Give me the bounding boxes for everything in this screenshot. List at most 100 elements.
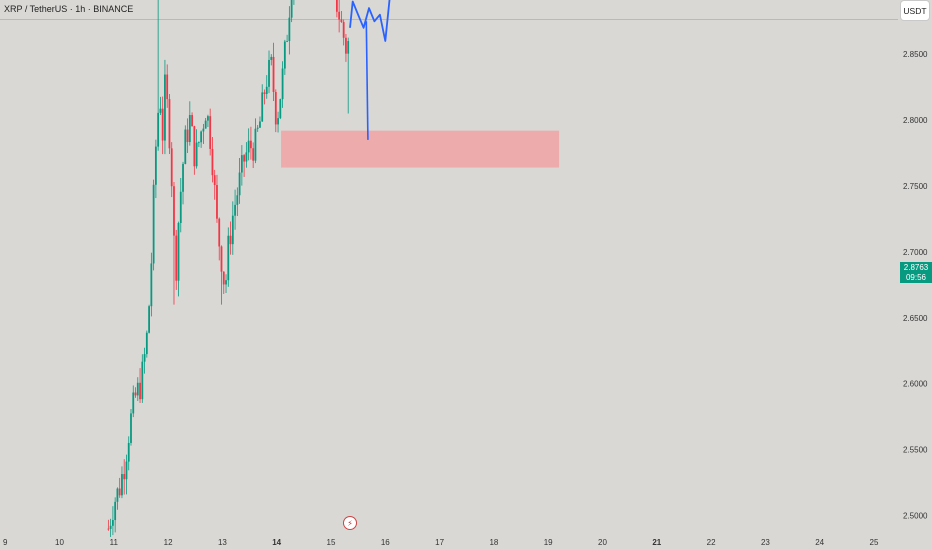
candle-body xyxy=(193,126,196,167)
candle-body xyxy=(236,195,239,205)
candle-body xyxy=(252,148,255,161)
candle-body xyxy=(238,172,241,196)
candle-body xyxy=(166,74,169,100)
current-price-value: 2.8763 xyxy=(903,263,929,272)
bar-countdown: 09:56 xyxy=(905,273,927,282)
currency-button[interactable]: USDT xyxy=(901,1,929,20)
candle-body xyxy=(127,442,130,462)
x-axis-tick-label: 9 xyxy=(3,538,8,547)
x-axis-tick-label: 22 xyxy=(707,538,716,547)
candle-body xyxy=(234,204,236,216)
candle-body xyxy=(175,235,178,281)
y-axis-tick-label: 2.6500 xyxy=(903,314,928,323)
x-axis-tick-label: 19 xyxy=(544,538,553,547)
x-axis-tick-label: 20 xyxy=(598,538,607,547)
candle-body xyxy=(218,218,221,247)
candle-body xyxy=(342,22,345,38)
y-axis-tick-label: 2.7000 xyxy=(903,248,928,257)
candle-body xyxy=(204,120,207,129)
symbol-title[interactable]: XRP / TetherUS · 1h · BINANCE xyxy=(4,4,134,14)
candle-body xyxy=(254,128,257,161)
candle-body xyxy=(261,92,264,122)
candle-body xyxy=(182,163,184,192)
candle-body xyxy=(243,155,246,162)
x-axis-tick-label: 18 xyxy=(489,538,498,547)
candle-body xyxy=(225,280,227,285)
candle-body xyxy=(340,19,343,23)
x-axis-tick-label: 15 xyxy=(327,538,336,547)
candle-body xyxy=(286,40,289,42)
candle-body xyxy=(265,86,268,94)
candle-body xyxy=(200,131,203,143)
lightning-icon[interactable]: ⚡ xyxy=(344,517,356,529)
y-axis-tick-label: 2.5000 xyxy=(903,512,928,521)
support-zone[interactable] xyxy=(281,130,560,168)
candle-body xyxy=(170,148,173,187)
x-axis-tick-label: 12 xyxy=(164,538,173,547)
x-axis-tick-label: 24 xyxy=(815,538,824,547)
candle-body xyxy=(141,361,144,400)
candle-body xyxy=(216,185,218,219)
y-axis-tick-label: 2.6000 xyxy=(903,380,928,389)
candle-body xyxy=(347,41,350,54)
candle-body xyxy=(268,59,270,87)
candle-body xyxy=(245,152,248,162)
x-axis-tick-label: 11 xyxy=(110,538,119,547)
projection-line xyxy=(349,0,391,42)
x-axis-tick-label: 21 xyxy=(652,538,661,547)
candle-body xyxy=(277,118,279,125)
x-axis-tick-label: 25 xyxy=(870,538,879,547)
x-axis-tick-label: 13 xyxy=(218,538,227,547)
current-price-tag: 2.8763 09:56 xyxy=(900,262,932,283)
candle-body xyxy=(123,474,126,480)
projection-spike xyxy=(365,21,369,140)
candle-body xyxy=(148,306,150,333)
candle-body xyxy=(272,56,275,92)
candle-body xyxy=(345,37,347,54)
candle-body xyxy=(288,17,291,41)
candle-body xyxy=(179,191,182,224)
candle-body xyxy=(168,99,171,149)
candle-body xyxy=(161,108,164,141)
candle-body xyxy=(209,116,212,149)
candle-body xyxy=(111,520,114,526)
candle-body xyxy=(152,184,155,264)
candle-body xyxy=(240,155,243,173)
candle-body xyxy=(283,41,286,69)
candle-body xyxy=(109,525,112,529)
x-axis-tick-label: 14 xyxy=(272,538,281,547)
candle-body xyxy=(150,263,153,307)
candle-body xyxy=(247,140,250,153)
candle-body xyxy=(139,382,141,400)
candle-body xyxy=(259,121,261,128)
candle-body xyxy=(250,140,252,149)
candle-body xyxy=(184,129,187,164)
y-axis-tick-label: 2.8000 xyxy=(903,116,928,125)
candle-body xyxy=(202,128,205,132)
candle-body xyxy=(227,235,230,281)
candle-body xyxy=(159,108,162,113)
candle-body xyxy=(195,142,198,167)
candle-body xyxy=(177,223,180,281)
candle-body xyxy=(154,146,157,185)
candle-body xyxy=(207,116,209,121)
x-axis-tick-label: 17 xyxy=(435,538,444,547)
candle-body xyxy=(274,91,277,125)
candle-body xyxy=(130,413,132,443)
candle-body xyxy=(164,74,166,141)
candle-body xyxy=(281,68,284,100)
candle-body xyxy=(229,235,232,245)
candle-body xyxy=(222,271,225,285)
candle-body xyxy=(116,488,119,502)
candle-body xyxy=(186,129,189,143)
candle-body xyxy=(118,488,121,496)
candle-body xyxy=(188,115,191,143)
y-axis-tick-label: 2.7500 xyxy=(903,182,928,191)
candle-body xyxy=(143,354,146,362)
y-axis-tick-label: 2.5500 xyxy=(903,446,928,455)
candle-body xyxy=(114,501,117,521)
candle-body xyxy=(270,56,273,60)
candle-body xyxy=(220,246,223,272)
